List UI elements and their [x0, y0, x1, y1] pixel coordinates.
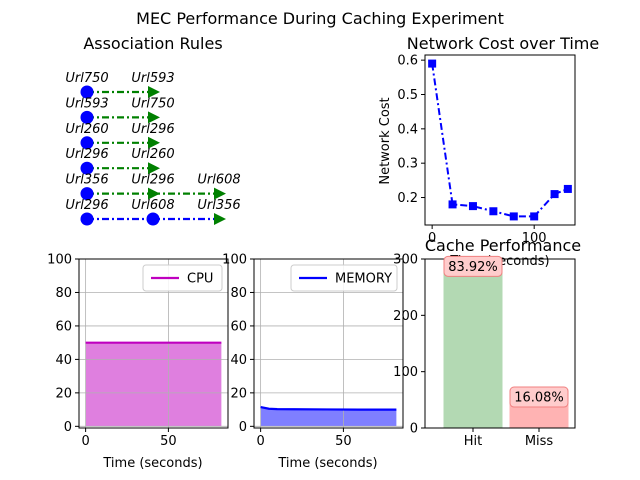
memory-ytick-label: 80 — [230, 286, 247, 301]
rule-node — [146, 212, 160, 226]
network-cost-panel: Network Cost over Time Network Cost Time… — [378, 34, 599, 269]
network-cost-ylabel: Network Cost — [378, 97, 393, 184]
memory-ytick-label: 60 — [230, 319, 247, 334]
memory-legend — [290, 264, 398, 292]
memory-xlabel: Time (seconds) — [277, 456, 377, 471]
cpu-xlabel: Time (seconds) — [102, 456, 202, 471]
network-cost-frame — [424, 54, 576, 226]
network-cost-point — [428, 59, 437, 68]
network-cost-ytick-label: 0.2 — [397, 191, 418, 206]
rule-arrowhead — [148, 162, 160, 175]
rule-item-label: Url296 — [131, 122, 174, 137]
memory-legend-label: MEMORY — [335, 272, 392, 287]
rule-arrowhead — [148, 187, 160, 200]
cpu-ytick-label: 100 — [47, 253, 72, 268]
rule-arrowhead — [148, 136, 160, 149]
rule-item-label: Url593 — [65, 96, 108, 111]
rule-item-label: Url260 — [131, 147, 174, 162]
rule-node — [80, 161, 94, 175]
rule-item-label: Url750 — [65, 71, 108, 86]
rule-item-label: Url260 — [65, 122, 108, 137]
memory-ytick-label: 0 — [239, 420, 247, 435]
cpu-legend — [142, 264, 223, 292]
memory-ytick-label: 100 — [222, 253, 247, 268]
memory-panel: Time (seconds) 0 50 0 20 40 60 80 100 MEMORY — [222, 253, 404, 471]
network-cost-ytick-label: 0.3 — [397, 157, 418, 172]
cache-xtick-label: Miss — [525, 434, 554, 449]
rule-item-label: Url296 — [131, 173, 174, 188]
cache-performance-panel: Hit Miss 0 100 200 300 83.92% 16.08% — [393, 253, 576, 449]
rule-arrowhead — [148, 86, 160, 98]
rule-arrowhead — [148, 111, 160, 124]
network-cost-title: Network Cost over Time — [407, 34, 599, 53]
cpu-ytick-label: 80 — [55, 286, 72, 301]
cache-performance-title: Cache Performance — [425, 236, 581, 255]
cache-ytick-label: 300 — [393, 253, 418, 268]
cpu-ytick-label: 0 — [64, 420, 72, 435]
cache-value-label-box — [509, 386, 569, 408]
cpu-ytick-label: 60 — [55, 319, 72, 334]
memory-xtick-label: 0 — [256, 434, 264, 449]
memory-xtick-label: 50 — [335, 434, 352, 449]
cache-ytick-label: 100 — [393, 365, 418, 380]
cpu-legend-label: CPU — [187, 272, 213, 287]
rule-item-label: Url608 — [131, 198, 174, 213]
rule-item-label: Url356 — [197, 198, 240, 213]
rule-item-label: Url608 — [197, 173, 240, 188]
cache-ytick-label: 0 — [410, 422, 418, 437]
cache-value-label: 83.92% — [448, 260, 498, 275]
rule-item-label: Url593 — [131, 71, 174, 86]
memory-ytick-label: 20 — [230, 386, 247, 401]
rule-item-label: Url296 — [65, 198, 108, 213]
cpu-ytick-label: 20 — [55, 386, 72, 401]
network-cost-line — [431, 63, 569, 218]
rule-node — [80, 110, 94, 124]
cache-value-label-box — [443, 255, 503, 277]
rule-item-label: Url296 — [65, 147, 108, 162]
memory-line — [260, 406, 397, 411]
association-rules-title: Association Rules — [83, 34, 222, 53]
network-cost-point — [563, 184, 572, 193]
cpu-panel: Time (seconds) 0 50 0 20 40 60 80 100 CPU — [47, 253, 229, 471]
figure-title: MEC Performance During Caching Experimen… — [136, 9, 504, 28]
network-cost-point — [530, 212, 539, 221]
cache-value-label: 16.08% — [514, 391, 564, 406]
rule-item-label: Url356 — [65, 173, 108, 188]
rule-item-label: Url750 — [131, 96, 174, 111]
rule-node — [80, 187, 94, 201]
cpu-ytick-label: 40 — [55, 353, 72, 368]
memory-axes — [253, 258, 404, 429]
network-cost-xtick-label: 100 — [522, 231, 547, 246]
cpu-xtick-label: 50 — [160, 434, 177, 449]
cache-bar-hit — [443, 266, 503, 428]
network-cost-plot-area — [428, 59, 572, 221]
cpu-axes — [78, 258, 229, 429]
network-cost-point — [550, 190, 559, 199]
rule-node — [80, 136, 94, 150]
cpu-xtick-label: 0 — [81, 434, 89, 449]
memory-ytick-label: 40 — [230, 353, 247, 368]
rule-node — [80, 85, 94, 99]
rule-arrowhead — [214, 213, 226, 225]
rule-node — [80, 212, 94, 226]
cache-ytick-label: 200 — [393, 309, 418, 324]
memory-area — [260, 407, 397, 427]
network-cost-ytick-label: 0.5 — [397, 88, 418, 103]
network-cost-point — [448, 200, 457, 209]
cpu-area — [85, 342, 222, 427]
network-cost-ytick-label: 0.6 — [397, 54, 418, 69]
network-cost-xtick-label: 0 — [428, 231, 436, 246]
association-rules-panel: Association Rules Url750 Url593 Url593 Url7… — [65, 34, 241, 226]
network-cost-axes — [424, 54, 576, 226]
network-cost-point — [489, 207, 498, 216]
network-cost-point — [468, 202, 477, 211]
cache-xtick-label: Hit — [464, 434, 482, 449]
network-cost-point — [509, 212, 518, 221]
network-cost-ytick-label: 0.4 — [397, 122, 418, 137]
rule-arrowhead — [214, 187, 226, 200]
